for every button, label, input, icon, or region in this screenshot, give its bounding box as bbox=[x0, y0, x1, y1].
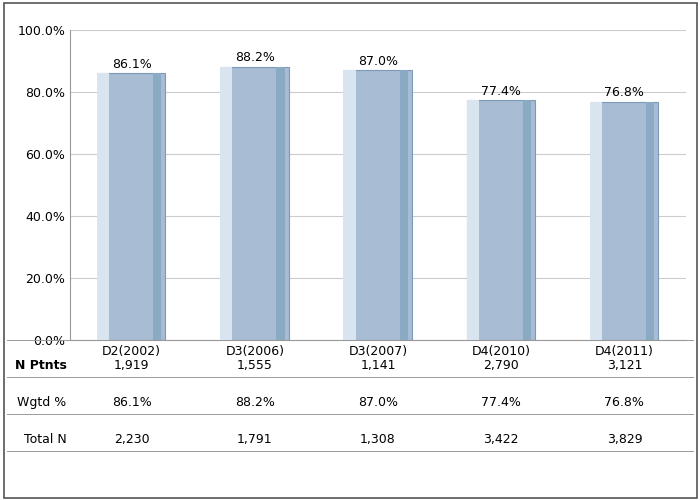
Text: 1,555: 1,555 bbox=[237, 360, 273, 372]
Text: 77.4%: 77.4% bbox=[482, 84, 521, 98]
Bar bbox=[153, 73, 162, 340]
Text: 1,919: 1,919 bbox=[114, 360, 149, 372]
Text: 1,308: 1,308 bbox=[360, 433, 396, 446]
Bar bbox=[467, 100, 479, 340]
Bar bbox=[468, 100, 535, 340]
Bar bbox=[344, 70, 356, 340]
Text: 88.2%: 88.2% bbox=[235, 396, 274, 409]
Bar bbox=[646, 102, 654, 340]
Bar bbox=[523, 100, 531, 340]
Text: 88.2%: 88.2% bbox=[235, 51, 274, 64]
Bar bbox=[344, 70, 412, 340]
Text: 2,790: 2,790 bbox=[483, 360, 519, 372]
Text: N Ptnts: N Ptnts bbox=[15, 360, 66, 372]
Bar bbox=[591, 102, 658, 340]
Text: 2,230: 2,230 bbox=[114, 433, 149, 446]
Text: 87.0%: 87.0% bbox=[358, 396, 398, 409]
Bar bbox=[220, 66, 232, 340]
Text: 86.1%: 86.1% bbox=[112, 58, 151, 70]
Bar bbox=[590, 102, 602, 340]
Text: 1,141: 1,141 bbox=[360, 360, 395, 372]
Bar bbox=[276, 66, 285, 340]
Bar bbox=[98, 73, 165, 340]
Bar bbox=[97, 73, 109, 340]
Text: 77.4%: 77.4% bbox=[482, 396, 521, 409]
Bar bbox=[400, 70, 408, 340]
Text: 1,791: 1,791 bbox=[237, 433, 272, 446]
Text: 87.0%: 87.0% bbox=[358, 55, 398, 68]
Text: Total N: Total N bbox=[24, 433, 66, 446]
Text: 3,829: 3,829 bbox=[607, 433, 642, 446]
Text: 3,422: 3,422 bbox=[484, 433, 519, 446]
Text: 3,121: 3,121 bbox=[607, 360, 642, 372]
Text: 76.8%: 76.8% bbox=[605, 86, 644, 100]
Text: 76.8%: 76.8% bbox=[605, 396, 644, 409]
Text: Wgtd %: Wgtd % bbox=[18, 396, 66, 409]
Bar bbox=[221, 66, 288, 340]
Text: 86.1%: 86.1% bbox=[112, 396, 151, 409]
